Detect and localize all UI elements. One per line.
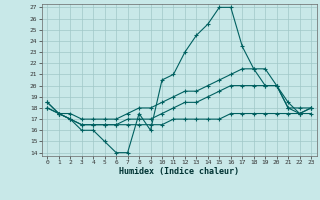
X-axis label: Humidex (Indice chaleur): Humidex (Indice chaleur) bbox=[119, 167, 239, 176]
